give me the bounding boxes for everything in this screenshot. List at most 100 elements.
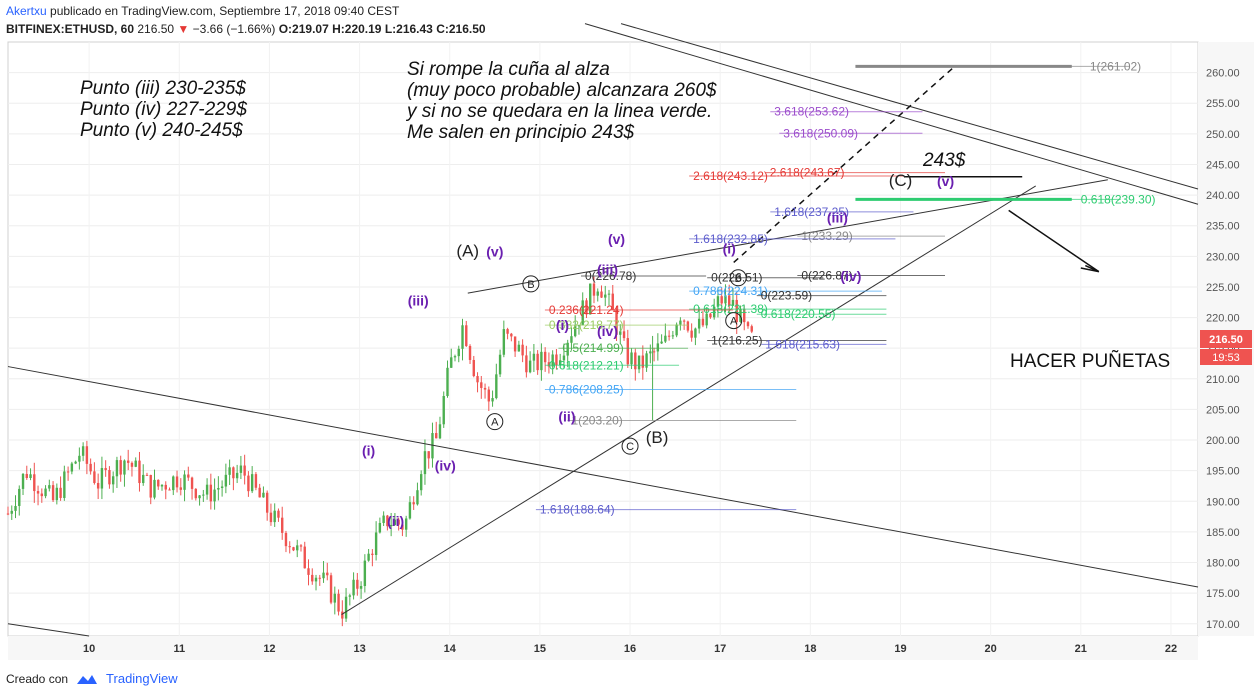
wave-label: (i) xyxy=(362,442,375,458)
time-tick-label: 16 xyxy=(624,643,636,655)
candle-body xyxy=(551,354,554,367)
candle-body xyxy=(472,359,475,377)
open-value: O:219.07 xyxy=(278,22,329,36)
author-link[interactable]: Akertxu xyxy=(6,4,47,18)
candle-body xyxy=(709,313,712,318)
price-tick-label: 205.00 xyxy=(1206,404,1240,416)
candle-body xyxy=(265,492,269,513)
time-tick-label: 20 xyxy=(985,643,997,655)
candle-body xyxy=(743,308,746,323)
candle-body xyxy=(649,351,652,354)
candle-body xyxy=(25,473,28,478)
candle-body xyxy=(468,345,472,360)
candle-body xyxy=(311,574,314,582)
candle-body xyxy=(592,283,596,296)
created-text: Creado con xyxy=(6,671,69,686)
candle-body xyxy=(217,488,220,490)
candle-body xyxy=(600,291,603,298)
brand-link[interactable]: TradingView xyxy=(106,671,178,686)
footer: Creado con TradingView xyxy=(6,671,178,686)
wave-label: (v) xyxy=(608,231,625,247)
price-tick-label: 235.00 xyxy=(1206,221,1240,233)
circled-wave-label: C xyxy=(621,437,639,455)
candle-body xyxy=(145,474,149,476)
candle-body xyxy=(273,510,276,523)
symbol-header: BITFINEX:ETHUSD, 60 216.50 ▼ −3.66 (−1.6… xyxy=(6,22,486,36)
circle-letter: B xyxy=(527,279,534,291)
candle-body xyxy=(660,341,663,344)
candle-body xyxy=(416,490,419,505)
candle-body xyxy=(81,446,85,456)
down-arrow-icon: ▼ xyxy=(177,22,190,36)
wedge-lower-line xyxy=(341,185,1036,615)
candle-body xyxy=(611,293,614,310)
candle-body xyxy=(258,487,261,498)
candle-body xyxy=(356,579,359,589)
candle-body xyxy=(540,351,543,371)
candle-body xyxy=(153,479,156,498)
candle-body xyxy=(292,547,295,551)
candle-body xyxy=(18,488,21,506)
candle-body xyxy=(209,484,213,502)
circled-wave-label: B xyxy=(522,275,540,293)
price-tick-label: 180.00 xyxy=(1206,558,1240,570)
candle-body xyxy=(393,519,397,525)
candle-body xyxy=(401,524,404,530)
candle-body xyxy=(431,433,434,459)
candle-body xyxy=(220,486,224,489)
candle-body xyxy=(626,338,629,365)
candle-body xyxy=(667,335,671,337)
down-arrow xyxy=(1080,267,1099,273)
candle-body xyxy=(506,329,509,334)
candle-body xyxy=(333,593,336,603)
candle-body xyxy=(739,308,742,323)
wave-label: (iii) xyxy=(827,210,848,226)
candle-body xyxy=(574,325,577,337)
candle-body xyxy=(728,295,731,306)
fib-label: 1(233.29) xyxy=(801,229,852,243)
candle-body xyxy=(589,283,592,315)
candle-body xyxy=(247,475,250,492)
candle-body xyxy=(480,382,483,388)
candle-body xyxy=(412,502,415,505)
candle-body xyxy=(735,299,738,323)
candle-body xyxy=(615,309,618,335)
candle-body xyxy=(679,320,682,325)
candle-body xyxy=(108,470,111,485)
candle-body xyxy=(750,326,753,332)
candle-body xyxy=(59,487,62,498)
candle-body xyxy=(149,474,152,498)
wave-label: (C) xyxy=(889,171,913,190)
price-tick-label: 230.00 xyxy=(1206,251,1240,263)
circled-wave-label: A xyxy=(725,312,743,330)
circle-mark xyxy=(725,312,743,330)
price-tick-label: 220.00 xyxy=(1206,313,1240,325)
low-value: L:216.43 xyxy=(384,22,433,36)
candle-body xyxy=(164,484,167,490)
fib-label: 1(203.20) xyxy=(571,413,622,427)
candle-body xyxy=(288,546,291,548)
candle-body xyxy=(115,460,119,477)
candle-body xyxy=(303,546,306,569)
wave-label: (iii) xyxy=(408,292,429,308)
down-arrow xyxy=(1008,209,1100,273)
candle-body xyxy=(453,356,457,358)
note-line: (muy poco probable) alcanzara 260$ xyxy=(407,80,717,101)
candle-body xyxy=(558,360,562,365)
candle-body xyxy=(119,460,122,475)
countdown-label: 19:53 xyxy=(1212,352,1240,364)
candle-body xyxy=(498,354,502,375)
candle-body xyxy=(532,353,536,361)
candle-body xyxy=(40,493,44,497)
fib-label: 3.618(253.62) xyxy=(774,105,849,119)
candle-body xyxy=(435,433,438,439)
candle-body xyxy=(10,510,13,514)
candle-body xyxy=(656,343,660,352)
channel-line xyxy=(7,366,1199,588)
candle-body xyxy=(314,577,318,582)
breakout-projection xyxy=(733,65,956,264)
candle-body xyxy=(202,494,205,496)
price-tick-label: 245.00 xyxy=(1206,159,1240,171)
candle-body xyxy=(566,342,569,356)
